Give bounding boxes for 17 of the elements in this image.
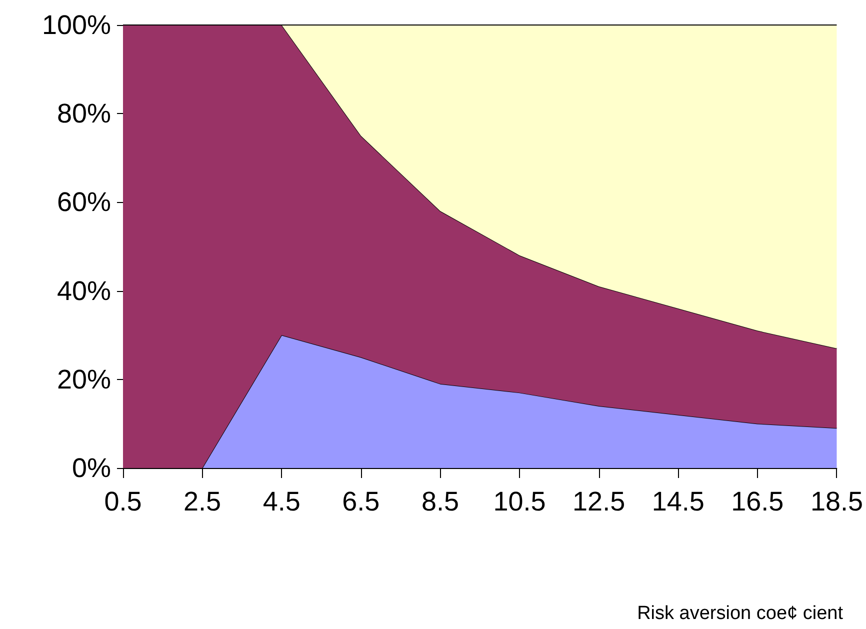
y-tick-label: 100%	[42, 10, 111, 40]
y-tick-label: 60%	[56, 187, 111, 218]
x-tick-label: 0.5	[104, 486, 142, 516]
y-tick-label: 80%	[56, 98, 111, 129]
x-tick-label: 10.5	[493, 486, 546, 516]
x-tick-label: 2.5	[184, 486, 222, 516]
x-tick-label: 16.5	[731, 486, 784, 516]
y-tick-label: 0%	[72, 453, 111, 483]
x-tick-label: 8.5	[421, 486, 459, 516]
x-axis-title: Risk aversion coe¢ cient	[637, 603, 844, 624]
y-tick-label: 40%	[56, 276, 111, 306]
x-tick-label: 6.5	[342, 486, 380, 516]
y-tick-label: 20%	[56, 364, 111, 394]
x-tick-label: 14.5	[652, 486, 704, 516]
x-tick-label: 4.5	[262, 486, 300, 516]
x-tick-label: 18.5	[810, 486, 864, 516]
x-tick-label: 12.5	[572, 486, 626, 516]
